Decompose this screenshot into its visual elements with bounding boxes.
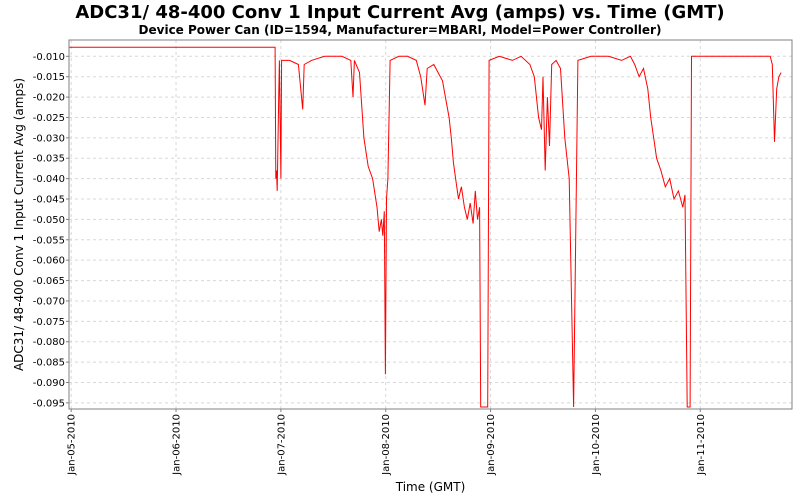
y-tick-label: -0.075 xyxy=(33,317,65,328)
x-tick-label: Jan-11-2010 xyxy=(696,414,707,476)
x-tick-label: Jan-09-2010 xyxy=(486,414,497,476)
plot-frame xyxy=(68,39,793,410)
y-tick-label: -0.030 xyxy=(33,133,65,144)
y-tick-label: -0.025 xyxy=(33,113,65,124)
x-tick-label: Jan-08-2010 xyxy=(381,414,392,476)
plot-background xyxy=(69,40,792,409)
x-axis: Jan-05-2010 Jan-06-2010 Jan-07-2010 Jan-08-… xyxy=(67,409,707,476)
series-layer xyxy=(69,46,782,408)
y-tick-label: -0.065 xyxy=(33,276,65,287)
y-tick-label: -0.010 xyxy=(33,52,65,63)
x-tick-label: Jan-06-2010 xyxy=(172,414,183,476)
y-tick-label: -0.070 xyxy=(33,296,65,307)
y-tick-label: -0.045 xyxy=(33,195,65,206)
y-tick-label: -0.055 xyxy=(33,235,65,246)
x-axis-label: Time (GMT) xyxy=(395,480,466,494)
y-gridlines xyxy=(69,55,792,404)
y-tick-label: -0.095 xyxy=(33,398,65,409)
chart-title: ADC31/ 48-400 Conv 1 Input Current Avg (… xyxy=(75,2,725,23)
y-tick-label: -0.035 xyxy=(33,154,65,165)
y-tick-label: -0.040 xyxy=(33,174,65,185)
x-tick-label: Jan-05-2010 xyxy=(67,414,78,476)
y-tick-label: -0.085 xyxy=(33,358,65,369)
chart-subtitle: Device Power Can (ID=1594, Manufacturer=… xyxy=(138,23,662,37)
x-tick-label: Jan-07-2010 xyxy=(276,414,287,476)
y-tick-label: -0.050 xyxy=(33,215,65,226)
y-tick-label: -0.090 xyxy=(33,378,65,389)
y-axis: -0.010 -0.015 -0.020 -0.025 -0.030 -0.035 -0.0… xyxy=(33,52,69,409)
x-tick-label: Jan-10-2010 xyxy=(591,414,602,476)
series-line xyxy=(69,46,782,408)
y-tick-label: -0.015 xyxy=(33,72,65,83)
y-axis-label: ADC31/ 48-400 Conv 1 Input Current Avg (… xyxy=(12,78,26,371)
y-tick-label: -0.080 xyxy=(33,337,65,348)
y-tick-label: -0.020 xyxy=(33,93,65,104)
y-tick-label: -0.060 xyxy=(33,256,65,267)
